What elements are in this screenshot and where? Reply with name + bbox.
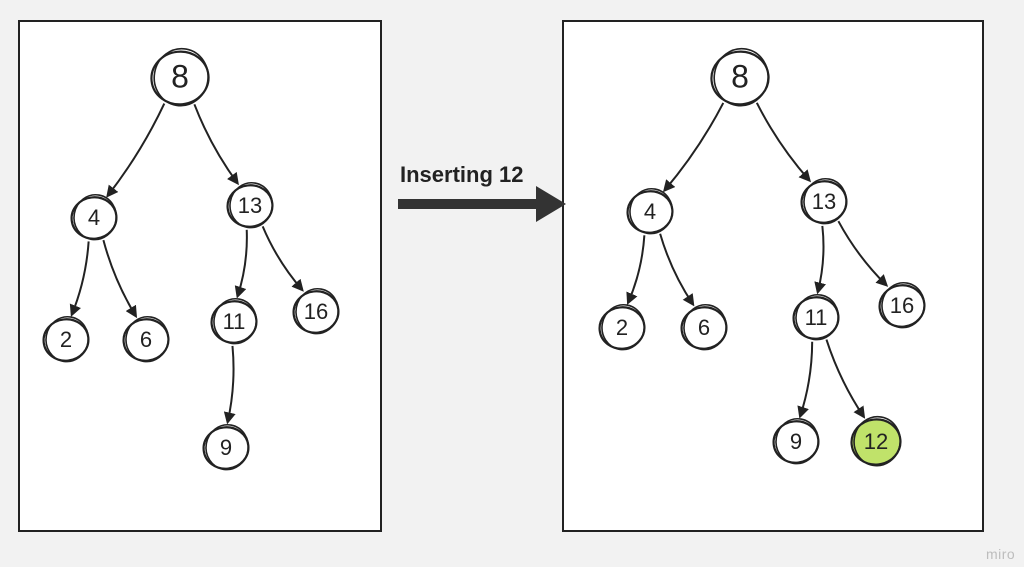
tree-node: 16 <box>878 279 928 331</box>
diagram-stage: 8 4 13 2 6 11 16 9 8 4 13 2 6 11 16 9 12 Inserting 12 m… <box>0 0 1024 567</box>
tree-node-label: 8 <box>731 58 749 94</box>
tree-node-label: 16 <box>304 299 328 324</box>
tree-edge <box>628 235 644 302</box>
tree-node-label: 4 <box>644 199 656 224</box>
tree-node-label: 8 <box>171 58 189 94</box>
tree-node: 4 <box>70 191 120 243</box>
tree-node: 13 <box>800 175 850 227</box>
tree-node: 8 <box>709 44 773 110</box>
tree-node-label: 2 <box>616 315 628 340</box>
tree-node: 9 <box>202 421 252 473</box>
tree-node-label: 12 <box>864 429 888 454</box>
tree-node-label: 4 <box>88 205 100 230</box>
tree-node-label: 6 <box>140 327 152 352</box>
tree-node: 16 <box>292 285 342 337</box>
tree-node: 4 <box>626 185 676 237</box>
tree-node: 2 <box>598 301 648 353</box>
tree-edge <box>664 103 723 191</box>
tree-edge <box>826 340 863 417</box>
watermark: miro <box>986 546 1015 562</box>
tree-node-label: 11 <box>223 309 246 334</box>
tree-node-label: 6 <box>698 315 710 340</box>
tree-edge <box>818 226 824 292</box>
tree-edge <box>800 342 812 417</box>
tree-node: 11 <box>210 295 260 347</box>
tree-node: 8 <box>149 44 213 110</box>
transition-label: Inserting 12 <box>400 162 523 188</box>
tree-node: 13 <box>226 179 276 231</box>
tree-edge <box>238 230 247 296</box>
tree-node-label: 13 <box>812 189 836 214</box>
tree-edge <box>108 104 165 196</box>
tree-node: 12 <box>849 413 904 469</box>
tree-edge <box>263 226 303 290</box>
tree-node-label: 16 <box>890 293 914 318</box>
tree-edge <box>660 234 693 305</box>
tree-after-panel: 8 4 13 2 6 11 16 9 12 <box>562 20 984 532</box>
tree-edge <box>757 103 810 181</box>
tree-before-panel: 8 4 13 2 6 11 16 9 <box>18 20 382 532</box>
tree-node-label: 13 <box>238 193 262 218</box>
tree-node: 6 <box>680 301 730 353</box>
tree-edge <box>103 240 135 316</box>
tree-before-svg: 8 4 13 2 6 11 16 9 <box>20 22 380 530</box>
tree-node: 11 <box>792 291 842 343</box>
tree-node-label: 2 <box>60 327 72 352</box>
tree-node: 9 <box>772 415 822 467</box>
tree-node-label: 11 <box>805 305 828 330</box>
tree-edge <box>194 104 237 183</box>
transition-arrow-icon <box>398 186 566 222</box>
tree-edge <box>838 221 886 285</box>
tree-node: 2 <box>42 313 92 365</box>
tree-edge <box>228 346 234 422</box>
tree-node-label: 9 <box>220 435 232 460</box>
tree-edge <box>72 241 89 314</box>
tree-node: 6 <box>122 313 172 365</box>
tree-node-label: 9 <box>790 429 802 454</box>
tree-after-svg: 8 4 13 2 6 11 16 9 12 <box>564 22 982 530</box>
